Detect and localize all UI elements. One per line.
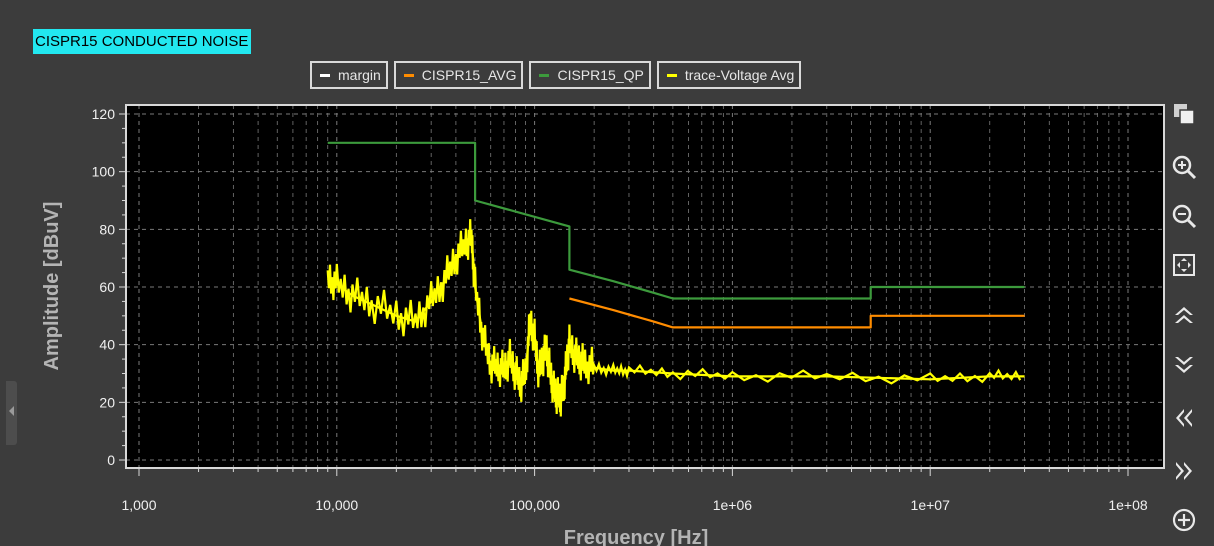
y-axis-label: Amplitude [dBuV] — [41, 202, 63, 371]
legend-swatch-margin — [320, 73, 330, 77]
series-trace-voltage-avg-noise — [326, 219, 1022, 417]
legend-label: CISPR15_QP — [557, 67, 644, 83]
series-cispr15-avg — [569, 297, 1025, 329]
copy-icon[interactable] — [1168, 98, 1200, 130]
add-icon[interactable] — [1168, 504, 1200, 536]
legend-swatch-cispr15-avg — [403, 73, 414, 77]
scroll-right-icon[interactable] — [1168, 455, 1200, 487]
zoom-fit-icon[interactable] — [1168, 249, 1200, 281]
y-tick-label: 80 — [99, 221, 115, 237]
scroll-left-icon[interactable] — [1168, 402, 1200, 434]
y-tick-label: 100 — [92, 164, 116, 180]
chevron-left-icon — [9, 406, 14, 416]
axes: 0 20 40 60 80 100 120 1,000 10,000 100,000 1e+06 1e… — [92, 106, 1148, 513]
zoom-out-icon[interactable] — [1168, 200, 1200, 232]
y-tick-label: 40 — [99, 337, 115, 353]
legend-item-cispr15-avg[interactable]: CISPR15_AVG — [393, 61, 524, 89]
x-axis-label: Frequency [Hz] — [564, 527, 708, 546]
zoom-in-icon[interactable] — [1168, 151, 1200, 183]
series-layer — [326, 141, 1025, 417]
legend-item-cispr15-qp[interactable]: CISPR15_QP — [529, 61, 651, 89]
legend-label: CISPR15_AVG — [421, 67, 517, 83]
x-tick-label: 1e+08 — [1108, 497, 1148, 513]
x-tick-label: 100,000 — [509, 497, 560, 513]
y-tick-label: 120 — [92, 106, 116, 122]
legend-label: trace-Voltage Avg — [684, 67, 795, 83]
legend-item-trace-voltage-avg[interactable]: trace-Voltage Avg — [656, 61, 802, 89]
legend-label: margin — [338, 67, 381, 83]
x-tick-label: 1,000 — [121, 497, 156, 513]
sidebar-collapse-handle[interactable] — [6, 381, 17, 445]
x-tick-label: 1e+06 — [713, 497, 753, 513]
legend: margin CISPR15_AVG CISPR15_QP trace-Volt… — [310, 61, 802, 89]
scroll-down-icon[interactable] — [1168, 349, 1200, 381]
x-tick-label: 10,000 — [315, 497, 358, 513]
legend-swatch-trace-voltage-avg — [666, 73, 677, 77]
x-tick-label: 1e+07 — [911, 497, 951, 513]
legend-item-margin[interactable]: margin — [310, 61, 388, 89]
legend-swatch-cispr15-qp — [539, 73, 550, 77]
y-tick-label: 20 — [99, 394, 115, 410]
y-tick-label: 60 — [99, 279, 115, 295]
y-tick-label: 0 — [107, 452, 115, 468]
scroll-up-icon[interactable] — [1168, 299, 1200, 331]
series-cispr15-qp — [327, 141, 1025, 300]
chart-title-badge: CISPR15 CONDUCTED NOISE — [33, 29, 252, 54]
